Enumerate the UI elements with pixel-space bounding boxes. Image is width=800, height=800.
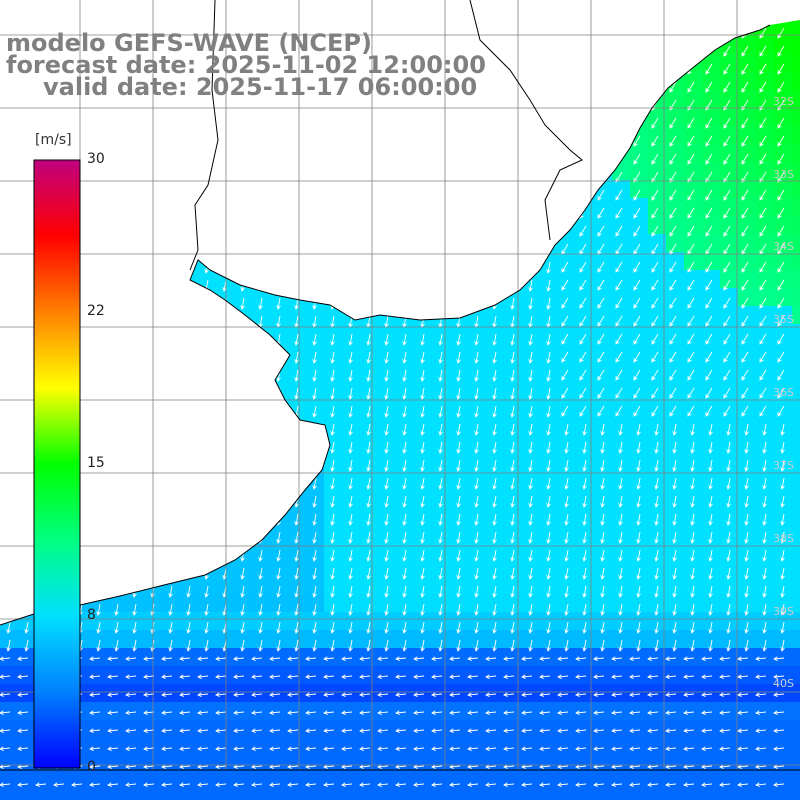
lat-label-37s: 37S xyxy=(773,459,794,472)
colorbar-tick-15: 15 xyxy=(87,455,105,471)
forecast-date: forecast date: 2025-11-02 12:00:00 xyxy=(6,51,486,79)
lat-label-39s: 39S xyxy=(773,605,794,618)
lat-label-40s: 40S xyxy=(773,677,794,690)
lat-label-36s: 36S xyxy=(773,386,794,399)
colorbar xyxy=(33,159,81,769)
colorbar-tick-0: 0 xyxy=(87,759,96,775)
colorbar-unit: [m/s] xyxy=(35,132,72,148)
lat-label-38s: 38S xyxy=(773,532,794,545)
coastline xyxy=(0,0,800,771)
colorbar-tick-8: 8 xyxy=(87,607,96,623)
lat-label-32s: 32S xyxy=(773,95,794,108)
map-title: modelo GEFS-WAVE (NCEP) xyxy=(6,29,372,57)
lat-label-33s: 33S xyxy=(773,168,794,181)
colorbar-tick-22: 22 xyxy=(87,303,105,319)
lat-label-35s: 35S xyxy=(773,313,794,326)
valid-date: valid date: 2025-11-17 06:00:00 xyxy=(43,73,478,101)
lat-label-34s: 34S xyxy=(773,240,794,253)
colorbar-tick-30: 30 xyxy=(87,151,105,167)
lat-lon-grid xyxy=(0,0,800,770)
